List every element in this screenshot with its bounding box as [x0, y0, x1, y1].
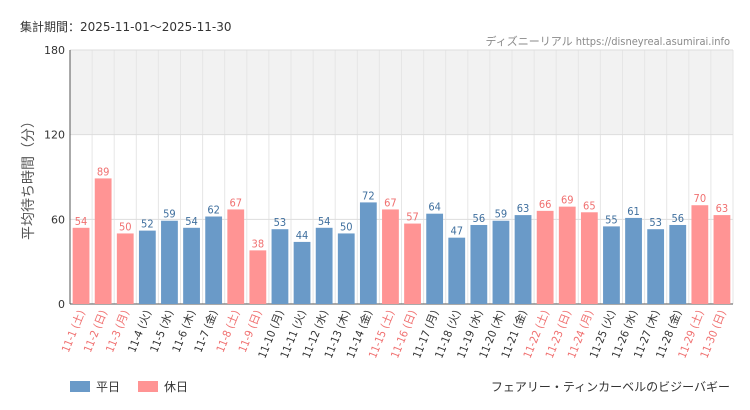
bar	[647, 229, 665, 304]
site-credit: ディズニーリアル https://disneyreal.asumirai.inf…	[485, 35, 730, 48]
y-tick-label: 120	[44, 129, 65, 142]
bar	[183, 227, 200, 304]
bar-value-label: 64	[428, 201, 441, 214]
bar	[271, 229, 289, 304]
bar	[315, 227, 333, 304]
bar	[580, 212, 598, 304]
bar-value-label: 67	[384, 196, 397, 209]
bar-value-label: 56	[671, 212, 684, 225]
legend-swatch-holiday	[138, 381, 159, 392]
bar	[470, 224, 488, 304]
bar	[293, 241, 311, 304]
bar-value-label: 54	[75, 215, 88, 228]
bar	[691, 205, 709, 304]
bar-value-label: 54	[185, 215, 198, 228]
bar-value-label: 50	[340, 220, 353, 233]
bar-value-label: 59	[495, 208, 508, 221]
bar	[713, 215, 731, 304]
y-axis-label: 平均待ち時間（分）	[21, 114, 37, 240]
bar	[205, 216, 223, 304]
bar	[514, 215, 532, 304]
bar-value-label: 59	[163, 208, 176, 221]
bar	[625, 217, 642, 304]
legend-swatch-weekday	[70, 381, 90, 392]
bar	[138, 230, 156, 304]
bar-value-label: 50	[119, 220, 132, 233]
period-label: 集計期間：2025-11-01〜2025-11-30	[20, 20, 232, 34]
bar	[337, 233, 355, 304]
bar-value-label: 61	[627, 205, 640, 218]
bar-value-label: 53	[649, 216, 662, 229]
bar-value-label: 66	[539, 198, 552, 211]
y-tick-label: 180	[44, 44, 65, 57]
bar	[404, 223, 421, 304]
bar-value-label: 70	[694, 192, 707, 205]
bar	[72, 227, 90, 304]
bar	[227, 209, 245, 304]
bar-value-label: 53	[274, 216, 287, 229]
bar-value-label: 52	[141, 218, 154, 231]
bar	[249, 250, 267, 304]
bar	[536, 210, 554, 304]
bar-value-label: 67	[229, 196, 242, 209]
bar-value-label: 47	[450, 225, 463, 238]
bar-value-label: 63	[716, 202, 729, 215]
bar	[161, 220, 178, 304]
bar	[492, 220, 510, 304]
legend: 平日 休日	[70, 378, 206, 395]
bar	[558, 206, 576, 304]
bar	[669, 224, 687, 304]
bar-value-label: 56	[473, 212, 486, 225]
bar	[448, 237, 466, 304]
bar-value-label: 38	[252, 237, 265, 250]
legend-label-holiday: 休日	[164, 380, 189, 394]
bar-value-label: 63	[517, 202, 530, 215]
y-tick-label: 0	[58, 298, 65, 311]
bar-value-label: 57	[406, 211, 419, 224]
attraction-title: フェアリー・ティンカーベルのビジーバギー	[490, 380, 730, 394]
legend-item-holiday: 休日	[138, 378, 188, 395]
y-tick-label: 60	[51, 213, 65, 226]
bar-value-label: 62	[207, 204, 220, 217]
bar-value-label: 69	[561, 194, 574, 207]
bar-value-label: 54	[318, 215, 331, 228]
bar	[359, 202, 377, 304]
legend-label-weekday: 平日	[96, 380, 121, 394]
legend-item-weekday: 平日	[70, 378, 120, 395]
bar	[426, 213, 444, 304]
bar-value-label: 65	[583, 199, 596, 212]
bar-value-label: 89	[97, 165, 110, 178]
bar	[94, 178, 112, 304]
bar	[382, 209, 399, 304]
bar-value-label: 55	[605, 213, 618, 226]
bar	[116, 233, 134, 304]
bar-value-label: 72	[362, 189, 375, 202]
bar-value-label: 44	[296, 229, 309, 242]
bar	[603, 226, 620, 304]
